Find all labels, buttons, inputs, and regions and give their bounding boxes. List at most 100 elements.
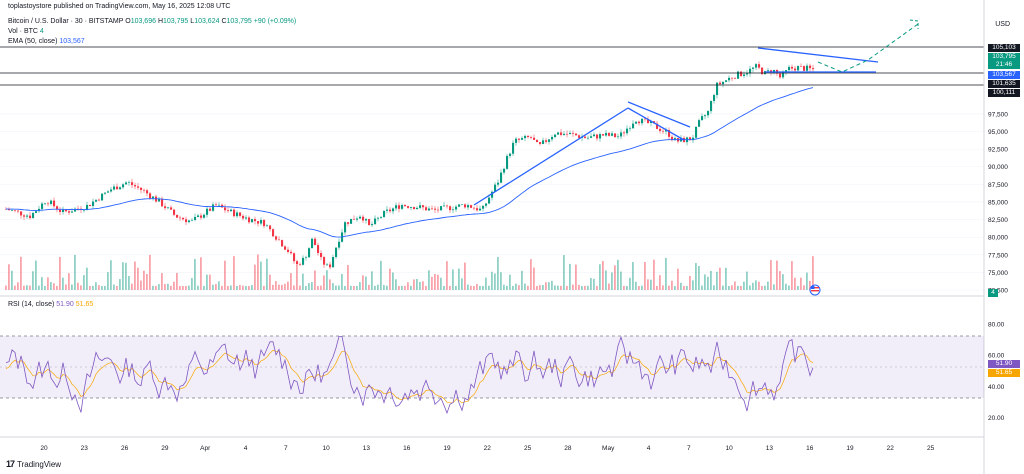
candle-body (65, 209, 68, 212)
volume-bar (353, 285, 355, 290)
volume-bar (95, 282, 97, 290)
rsi-pane[interactable] (0, 335, 984, 415)
candle-body (359, 216, 362, 219)
candle-body (419, 205, 422, 208)
time-tick-label: 4 (647, 445, 651, 452)
symbol-legend[interactable]: Bitcoin / U.S. Dollar · 30 · BITSTAMP O1… (8, 18, 296, 25)
time-axis[interactable]: 20 23 26 29 Apr 4 7 10 13 16 19 22 25 28 May 4 7 10 13 16 19… (40, 445, 934, 452)
volume-bar (785, 283, 787, 290)
volume-bar (416, 278, 418, 290)
candle-body (506, 155, 509, 169)
price-axis[interactable]: 97,500 95,000 92,500 90,000 87,500 85,000 82,5… (988, 111, 1008, 422)
price-tick-label: 92,500 (988, 147, 1008, 154)
price-tick-label: 72,500 (988, 288, 1008, 295)
candle-body (422, 205, 425, 208)
resistance-lines[interactable] (0, 46, 984, 86)
rising-trendline (473, 107, 629, 206)
volume-bar (338, 285, 340, 290)
candle-body (254, 219, 257, 222)
candle-body (674, 138, 677, 140)
candle-body (98, 199, 101, 201)
rsi-tick-label: 60.00 (988, 353, 1005, 360)
volume-bar (65, 284, 67, 290)
candle-body (104, 192, 107, 194)
volume-bar (5, 285, 7, 290)
candle-body (737, 71, 740, 79)
volume-bar (731, 285, 733, 290)
volume-bar (497, 257, 499, 290)
candle-body (518, 138, 521, 140)
volume-bar (287, 281, 289, 290)
candle-body (194, 216, 197, 220)
rsi-legend[interactable]: RSI (14, close) 51.90 51.65 (8, 301, 93, 308)
rsi-tick-label: 40.00 (988, 384, 1005, 391)
volume-bar (374, 285, 376, 290)
volume-bar (716, 271, 718, 290)
volume-bar (524, 283, 526, 290)
candle-body (287, 249, 290, 252)
candle-body (245, 217, 248, 219)
candle-body (740, 71, 743, 76)
candle-body (755, 64, 758, 68)
volume-bar (515, 283, 517, 290)
candle-body (698, 120, 701, 127)
volume-bar (428, 270, 430, 290)
candle-body (503, 168, 506, 173)
candle-body (671, 136, 674, 140)
volume-bar (149, 254, 151, 290)
candle-body (311, 238, 314, 249)
candle-body (602, 134, 605, 136)
candle-body (542, 140, 545, 144)
volume-bar (386, 285, 388, 290)
volume-bar (122, 262, 124, 290)
candle-body (635, 121, 638, 124)
price-pane[interactable] (0, 19, 984, 291)
trendline-drawings[interactable] (473, 19, 919, 206)
currency-label[interactable]: USD (995, 21, 1010, 28)
candle-body (452, 209, 455, 211)
volume-bar (692, 280, 694, 290)
symbol-name[interactable]: Bitcoin / U.S. Dollar · 30 · BITSTAMP (8, 18, 124, 25)
volume-bar (200, 257, 202, 290)
volume-legend[interactable]: Vol · BTC 4 (8, 28, 44, 35)
volume-bar (674, 285, 676, 290)
volume-bar (665, 257, 667, 290)
volume-bar (326, 270, 328, 290)
candle-body (41, 203, 44, 209)
candle-body (140, 187, 143, 190)
tradingview-logo[interactable]: 17 TradingView (6, 459, 61, 469)
volume-bar (764, 285, 766, 290)
flag-icon[interactable] (809, 284, 821, 296)
ema-legend[interactable]: EMA (50, close) 103,567 (8, 38, 85, 45)
candle-body (278, 239, 281, 241)
resistance-tag-low: 100,111 (988, 89, 1020, 97)
candle-body (62, 209, 65, 213)
candle-body (623, 132, 626, 134)
candle-body (494, 184, 497, 192)
candle-body (242, 215, 245, 219)
candle-body (785, 70, 788, 73)
volume-bar (509, 274, 511, 290)
volume-bar (368, 284, 370, 290)
candle-body (215, 204, 218, 206)
time-tick-label: 22 (887, 445, 895, 452)
volume-bar (734, 281, 736, 290)
volume-bar (473, 286, 475, 290)
candle-body (689, 137, 692, 141)
candle-body (416, 207, 419, 210)
candle-body (188, 220, 191, 223)
candle-body (206, 208, 209, 215)
candle-body (263, 220, 266, 227)
volume-bar (209, 274, 211, 290)
candle-body (326, 264, 329, 266)
volume-bar (647, 279, 649, 290)
price-tick-label: 87,500 (988, 182, 1008, 189)
volume-bar (812, 256, 814, 290)
volume-bar (245, 285, 247, 290)
time-tick-label: 26 (121, 445, 129, 452)
price-tick-label: 97,500 (988, 111, 1008, 118)
volume-bar (548, 282, 550, 290)
candle-body (425, 207, 428, 211)
volume-bar (20, 256, 22, 290)
